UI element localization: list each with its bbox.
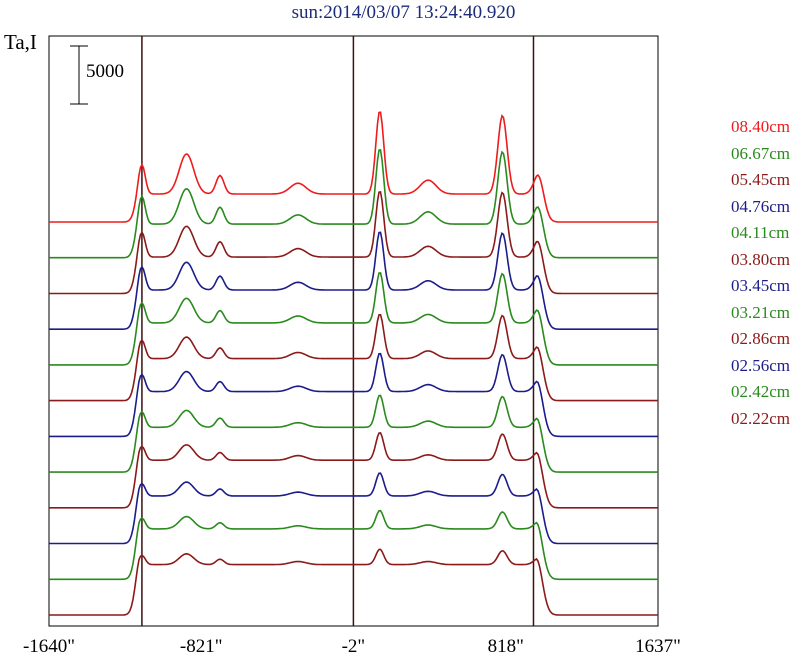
series-line-03-45cm bbox=[49, 352, 658, 438]
legend-entry: 02.22cm bbox=[731, 408, 791, 428]
spectra-series bbox=[49, 111, 658, 616]
series-line-04-11cm bbox=[49, 272, 658, 366]
legend-entry: 06.67cm bbox=[731, 143, 791, 163]
legend-entry: 04.76cm bbox=[731, 196, 791, 216]
legend-entry: 03.45cm bbox=[731, 276, 791, 295]
legend-entry: 08.40cm bbox=[731, 117, 791, 136]
legend-entry: 03.21cm bbox=[731, 302, 791, 322]
x-tick-label: 818" bbox=[487, 636, 524, 657]
series-line-04-76cm bbox=[49, 231, 658, 330]
series-line-03-80cm bbox=[49, 313, 658, 402]
scale-bar-label: 5000 bbox=[86, 61, 124, 82]
legend-entry: 02.86cm bbox=[731, 329, 791, 348]
series-line-06-67cm bbox=[49, 148, 658, 259]
series-line-02-56cm bbox=[49, 472, 658, 545]
x-tick-label: -2" bbox=[341, 636, 366, 657]
series-line-03-21cm bbox=[49, 394, 658, 473]
series-line-02-22cm bbox=[49, 548, 658, 616]
legend-entry: 04.11cm bbox=[731, 223, 790, 242]
x-tick-label: -821" bbox=[179, 636, 223, 657]
legend-entry: 03.80cm bbox=[731, 249, 791, 269]
reference-lines bbox=[141, 36, 535, 626]
scale-bar bbox=[70, 45, 88, 105]
legend-entry: 02.56cm bbox=[731, 355, 791, 375]
series-line-02-86cm bbox=[49, 432, 658, 509]
x-tick-label: 1637" bbox=[635, 636, 681, 657]
y-axis-label: Ta,I bbox=[4, 30, 37, 54]
series-line-08-40cm bbox=[49, 111, 658, 223]
legend-entry: 02.42cm bbox=[731, 382, 791, 401]
legend-entry: 05.45cm bbox=[731, 170, 791, 189]
series-line-05-45cm bbox=[49, 190, 658, 295]
series-line-02-42cm bbox=[49, 509, 658, 581]
chart-title: sun:2014/03/07 13:24:40.920 bbox=[291, 2, 516, 23]
x-tick-label: -1640" bbox=[22, 636, 76, 657]
